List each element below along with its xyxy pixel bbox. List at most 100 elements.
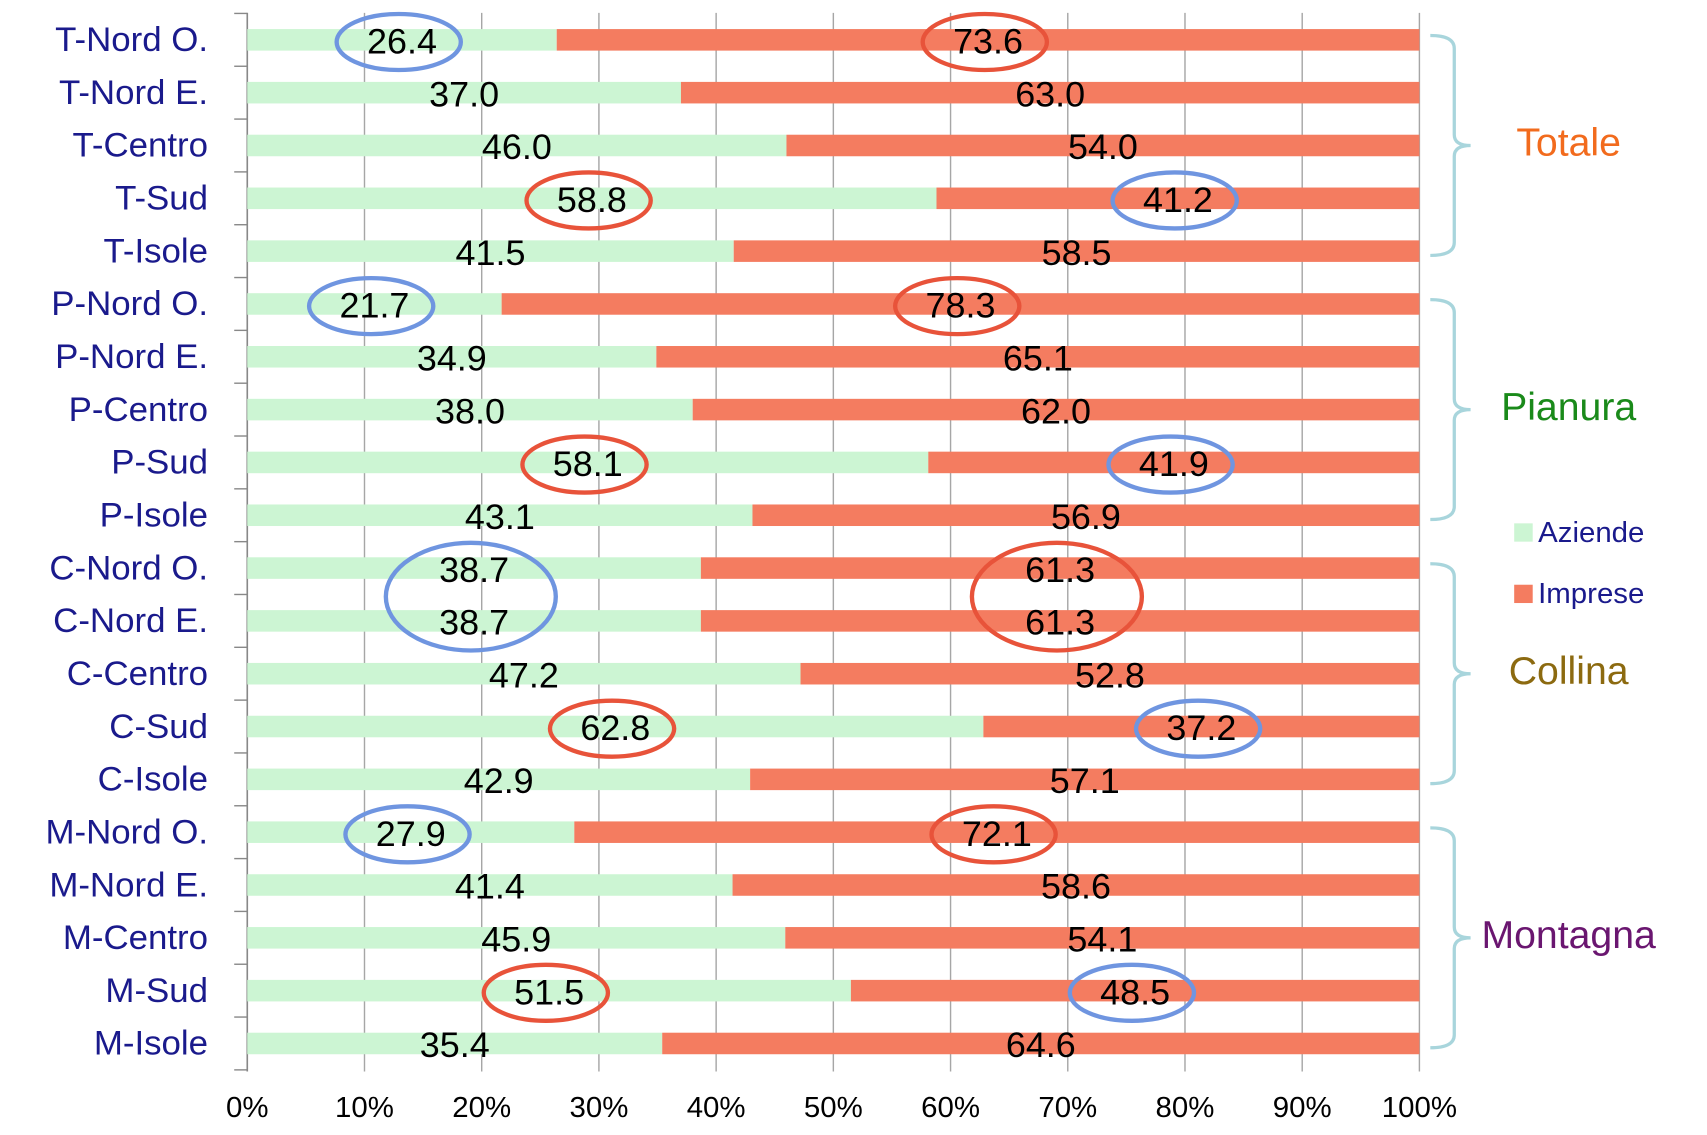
data-label: 37.2 bbox=[1166, 708, 1236, 748]
data-label: 21.7 bbox=[339, 286, 409, 326]
highlight bbox=[524, 170, 653, 231]
y-tick-label: M-Nord E. bbox=[49, 866, 208, 904]
data-label: 48.5 bbox=[1100, 973, 1170, 1013]
x-tick-label: 60% bbox=[921, 1092, 980, 1124]
y-tick-label: M-Nord O. bbox=[45, 814, 208, 852]
bar-segment bbox=[247, 504, 753, 527]
data-label: 43.1 bbox=[465, 497, 535, 537]
bar-segment bbox=[247, 187, 937, 210]
bar-segment bbox=[983, 715, 1420, 738]
legend-label: Imprese bbox=[1538, 578, 1644, 610]
highlight bbox=[1106, 434, 1235, 495]
y-tick-label: P-Centro bbox=[69, 391, 208, 429]
data-label: 51.5 bbox=[514, 973, 584, 1013]
y-tick-label: P-Nord O. bbox=[51, 285, 208, 323]
data-label: 38.0 bbox=[435, 391, 505, 431]
bar-segment bbox=[656, 346, 1420, 368]
data-label: 61.3 bbox=[1025, 550, 1095, 590]
y-tick-label: M-Isole bbox=[94, 1025, 208, 1063]
group-brace bbox=[1430, 562, 1471, 786]
legend-label: Aziende bbox=[1538, 517, 1644, 549]
bar-segment bbox=[733, 240, 1420, 262]
group-brace bbox=[1430, 298, 1471, 522]
data-label: 27.9 bbox=[376, 814, 446, 854]
highlight bbox=[1067, 962, 1197, 1023]
y-tick-label: T-Nord E. bbox=[59, 74, 208, 112]
bar-segment bbox=[785, 927, 1420, 949]
bar-segment bbox=[247, 346, 657, 368]
data-label: 64.6 bbox=[1006, 1025, 1076, 1065]
data-label: 73.6 bbox=[953, 22, 1023, 62]
data-label: 56.9 bbox=[1051, 497, 1121, 537]
bar-segment bbox=[247, 1032, 663, 1055]
highlight bbox=[892, 275, 1022, 337]
group-label: Totale bbox=[1516, 122, 1621, 165]
y-tick-label: C-Sud bbox=[109, 708, 208, 746]
bar-segment bbox=[700, 610, 1420, 632]
data-label: 58.1 bbox=[553, 444, 623, 484]
group-label: Pianura bbox=[1501, 386, 1636, 429]
bar-segment bbox=[247, 557, 701, 579]
y-tick-label: M-Centro bbox=[63, 919, 208, 957]
highlight bbox=[481, 962, 611, 1023]
bar-segment bbox=[786, 134, 1420, 157]
data-label: 41.4 bbox=[455, 867, 525, 907]
y-tick-label: C-Nord E. bbox=[53, 602, 208, 640]
bar-segment bbox=[501, 293, 1420, 315]
bar-segment bbox=[247, 927, 786, 949]
bar-segment bbox=[247, 610, 701, 632]
data-label: 41.2 bbox=[1143, 180, 1213, 220]
bar-segment bbox=[247, 81, 681, 104]
data-label: 52.8 bbox=[1075, 656, 1145, 696]
x-tick-label: 40% bbox=[687, 1092, 746, 1124]
data-label: 62.8 bbox=[580, 708, 650, 748]
data-label: 41.5 bbox=[456, 233, 526, 273]
data-label: 58.8 bbox=[557, 180, 627, 220]
bar-segment bbox=[752, 504, 1420, 527]
bar-segment bbox=[936, 187, 1420, 210]
data-label: 58.5 bbox=[1042, 233, 1112, 273]
group-label: Collina bbox=[1509, 650, 1629, 693]
data-label: 63.0 bbox=[1015, 75, 1085, 115]
bar-segment bbox=[732, 874, 1420, 896]
data-label: 57.1 bbox=[1050, 761, 1120, 801]
bar-segment bbox=[247, 821, 575, 843]
bar-segment bbox=[247, 715, 984, 738]
group-brace bbox=[1430, 826, 1471, 1050]
bar-segment bbox=[700, 557, 1420, 579]
y-tick-label: T-Sud bbox=[115, 180, 208, 218]
bar-segment bbox=[247, 29, 557, 51]
data-label: 54.1 bbox=[1067, 920, 1137, 960]
data-label: 72.1 bbox=[962, 814, 1032, 854]
x-tick-label: 100% bbox=[1382, 1092, 1457, 1124]
highlight bbox=[920, 11, 1050, 73]
bar-segment bbox=[662, 1032, 1420, 1055]
bar-segment bbox=[247, 240, 734, 262]
bar-segment bbox=[750, 768, 1420, 791]
x-tick-label: 70% bbox=[1038, 1092, 1097, 1124]
bar-segment bbox=[692, 398, 1420, 421]
data-label: 78.3 bbox=[926, 286, 996, 326]
bar-segment bbox=[247, 451, 929, 474]
data-label: 46.0 bbox=[482, 127, 552, 167]
bar-segment bbox=[247, 134, 787, 157]
bar-segment bbox=[247, 979, 851, 1002]
highlight bbox=[1110, 170, 1239, 231]
data-label: 42.9 bbox=[464, 761, 534, 801]
bar-segment bbox=[247, 874, 733, 896]
y-tick-label: C-Nord O. bbox=[49, 549, 208, 587]
bar-segment bbox=[680, 81, 1420, 104]
bar-segment bbox=[800, 662, 1420, 685]
bar-segment bbox=[556, 29, 1420, 51]
data-label: 58.6 bbox=[1041, 867, 1111, 907]
highlight bbox=[1133, 698, 1263, 759]
y-tick-label: T-Nord O. bbox=[55, 21, 208, 59]
bar-segment bbox=[928, 451, 1420, 474]
y-tick-label: T-Centro bbox=[73, 127, 209, 165]
x-tick-label: 50% bbox=[804, 1092, 863, 1124]
y-tick-label: P-Isole bbox=[100, 497, 208, 535]
y-tick-label: P-Nord E. bbox=[55, 338, 208, 376]
y-tick-label: M-Sud bbox=[105, 972, 208, 1010]
group-brace bbox=[1430, 33, 1471, 258]
